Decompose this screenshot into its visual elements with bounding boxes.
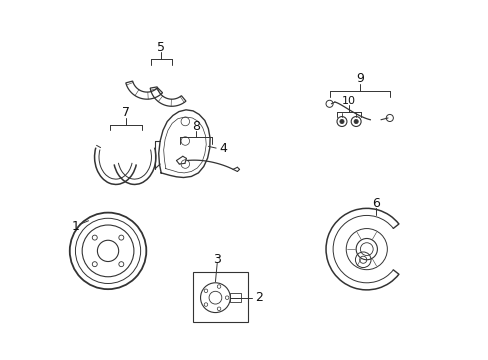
Text: 4: 4 bbox=[219, 141, 227, 154]
Text: 3: 3 bbox=[213, 253, 221, 266]
Circle shape bbox=[339, 120, 344, 123]
Text: 1: 1 bbox=[71, 220, 79, 233]
Text: 9: 9 bbox=[355, 72, 363, 85]
Bar bbox=[230, 293, 241, 302]
Text: 2: 2 bbox=[255, 291, 263, 304]
Text: 10: 10 bbox=[342, 96, 355, 106]
Bar bbox=[193, 272, 247, 322]
Text: 5: 5 bbox=[157, 41, 165, 54]
Text: 8: 8 bbox=[192, 120, 200, 133]
Circle shape bbox=[353, 120, 358, 123]
Text: 6: 6 bbox=[371, 197, 379, 210]
Text: 7: 7 bbox=[122, 106, 129, 119]
